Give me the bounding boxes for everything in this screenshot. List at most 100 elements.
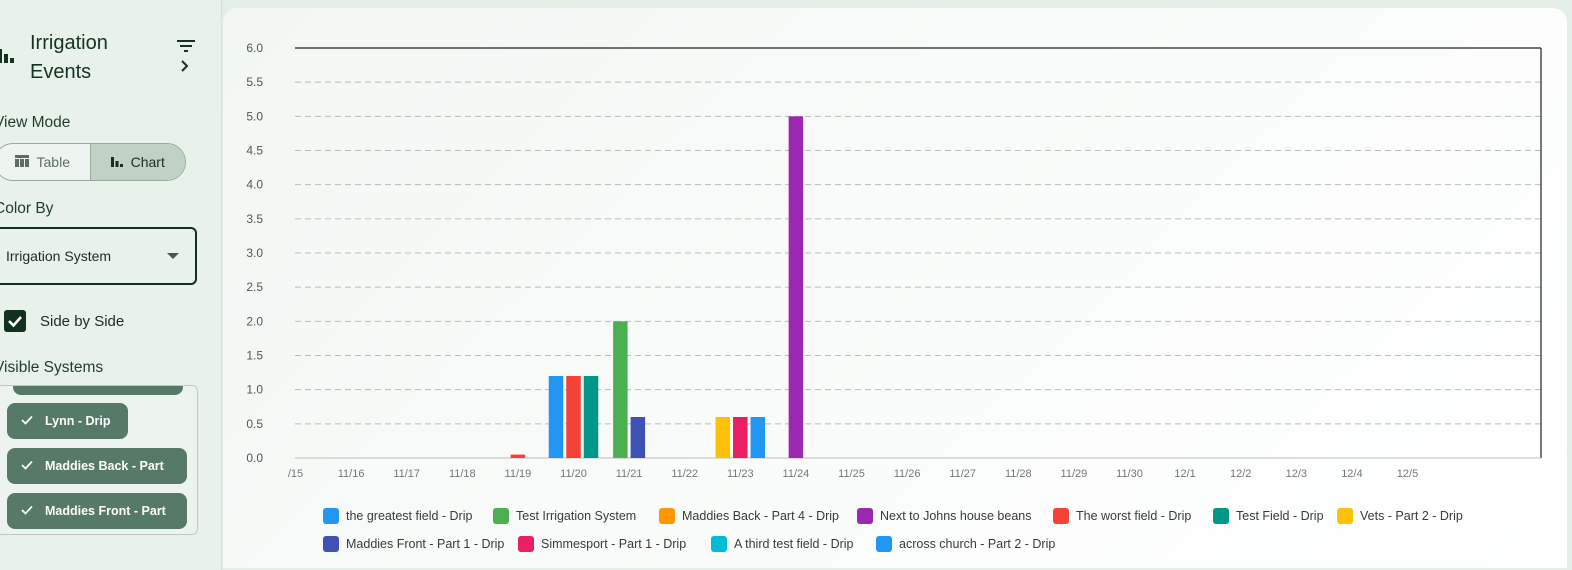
x-tick-label: 12/5 [1397,468,1418,480]
legend-label: Vets - Part 2 - Drip [1360,509,1463,523]
x-tick-label: 11/17 [393,468,420,480]
bar [733,417,748,458]
legend-item[interactable]: Maddies Back - Part 4 - Drip [659,508,839,524]
x-tick-label: 11/23 [727,468,754,480]
y-tick-label: 2.5 [246,280,263,294]
legend-swatch [323,508,339,524]
y-tick-label: 0.5 [246,417,263,431]
x-tick-label: 11/27 [949,468,976,480]
visible-systems-list[interactable]: Lynn - Drip Maddies Back - Part Maddies … [0,385,198,535]
x-tick-label: 11/29 [1061,468,1088,480]
legend-swatch [518,536,534,552]
system-chip-label: Maddies Front - Part [45,504,166,518]
table-icon [14,154,29,170]
x-tick-label: 12/2 [1230,468,1251,480]
legend-label: Maddies Back - Part 4 - Drip [682,509,839,523]
legend-item[interactable]: Next to Johns house beans [857,508,1032,524]
legend-item[interactable]: Test Irrigation System [493,508,636,524]
legend-swatch [1053,508,1069,524]
page-title: Irrigation Events [30,32,108,83]
bar [715,417,731,458]
filter-icon[interactable] [177,39,195,58]
legend-label: Simmesport - Part 1 - Drip [541,537,687,551]
legend-swatch [323,536,339,552]
x-tick-label: 11/19 [505,468,532,480]
legend-label: Test Field - Drip [1236,509,1324,523]
legend-swatch [711,536,727,552]
x-tick-label: 11/22 [671,468,698,480]
color-by-select[interactable]: Irrigation System [0,227,197,285]
view-mode-label: View Mode [0,114,71,131]
y-tick-label: 2.0 [246,314,263,328]
x-tick-label: 11/18 [449,468,476,480]
bar [583,376,599,458]
sidebar: Irrigation Events View Mode Table Chart … [0,0,222,570]
bar [788,116,804,458]
color-by-label: Color By [0,200,54,217]
check-icon [21,414,33,428]
x-tick-label: 11/30 [1116,468,1143,480]
irrigation-chart: 0.0 0.5 1.0 1.5 2.0 2.5 3.0 3.5 4.0 4.5 5.0 5.5 6.0 /… [246,41,1542,480]
view-mode-table-button[interactable]: Table [0,144,90,180]
y-tick-label: 0.0 [246,451,263,465]
bar [548,376,564,458]
x-tick-label: 11/25 [838,468,865,480]
visible-systems-label: Visible Systems [0,359,104,376]
y-tick-label: 1.5 [246,349,263,363]
legend-swatch [857,508,873,524]
x-tick-label: 11/28 [1005,468,1032,480]
legend-swatch [493,508,509,524]
x-tick-label: 11/24 [783,468,810,480]
bar-chart-icon [110,154,123,170]
legend-label: Maddies Front - Part 1 - Drip [346,537,505,551]
legend-label: A third test field - Drip [734,537,854,551]
y-tick-label: 3.0 [246,246,263,260]
system-chip[interactable]: Maddies Back - Part [7,448,187,484]
y-tick-label: 5.0 [246,109,263,123]
system-chip[interactable]: Maddies Front - Part [7,493,187,529]
legend-item[interactable]: Simmesport - Part 1 - Drip [518,536,686,552]
x-tick-label: 11/20 [560,468,587,480]
legend-item[interactable]: Vets - Part 2 - Drip [1337,508,1463,524]
view-mode-toggle: Table Chart [0,143,186,181]
legend-label: Test Irrigation System [516,509,637,523]
x-tick-label: 11/26 [894,468,921,480]
bar [613,321,628,458]
legend-item[interactable]: The worst field - Drip [1053,508,1191,524]
legend-swatch [876,536,892,552]
x-tick-label: 12/3 [1286,468,1307,480]
chevron-right-icon[interactable] [180,59,190,78]
view-mode-chart-label: Chart [130,154,165,170]
legend-item[interactable]: Maddies Front - Part 1 - Drip [323,536,504,552]
x-tick-label: 12/1 [1174,468,1195,480]
system-chip-label: Maddies Back - Part [45,459,164,473]
x-tick-label: 12/4 [1341,468,1362,480]
caret-down-icon [167,253,179,259]
bar [566,376,581,458]
y-tick-label: 3.5 [246,212,263,226]
legend-label: the greatest field - Drip [346,509,473,523]
system-chip[interactable]: Lynn - Drip [7,403,128,439]
view-mode-chart-button[interactable]: Chart [89,144,185,180]
x-tick-label: 11/16 [338,468,365,480]
bar [750,417,766,458]
legend-swatch [1337,508,1353,524]
system-chip[interactable] [13,386,183,395]
legend-swatch [1213,508,1229,524]
legend-item[interactable]: Test Field - Drip [1213,508,1324,524]
legend-item[interactable]: A third test field - Drip [711,536,854,552]
color-by-value: Irrigation System [6,248,112,264]
legend-item[interactable]: the greatest field - Drip [323,508,472,524]
checkmark-icon [8,316,22,328]
y-tick-label: 6.0 [246,41,263,55]
check-icon [21,504,33,518]
side-by-side-checkbox[interactable] [4,310,26,332]
legend-label: across church - Part 2 - Drip [899,537,1056,551]
x-tick-label: /15 [288,468,303,480]
view-mode-table-label: Table [36,154,70,170]
legend-item[interactable]: across church - Part 2 - Drip [876,536,1055,552]
bar-chart-icon [0,47,16,70]
y-tick-label: 4.5 [246,144,263,158]
system-chip-label: Lynn - Drip [45,414,111,428]
legend-label: The worst field - Drip [1076,509,1192,523]
